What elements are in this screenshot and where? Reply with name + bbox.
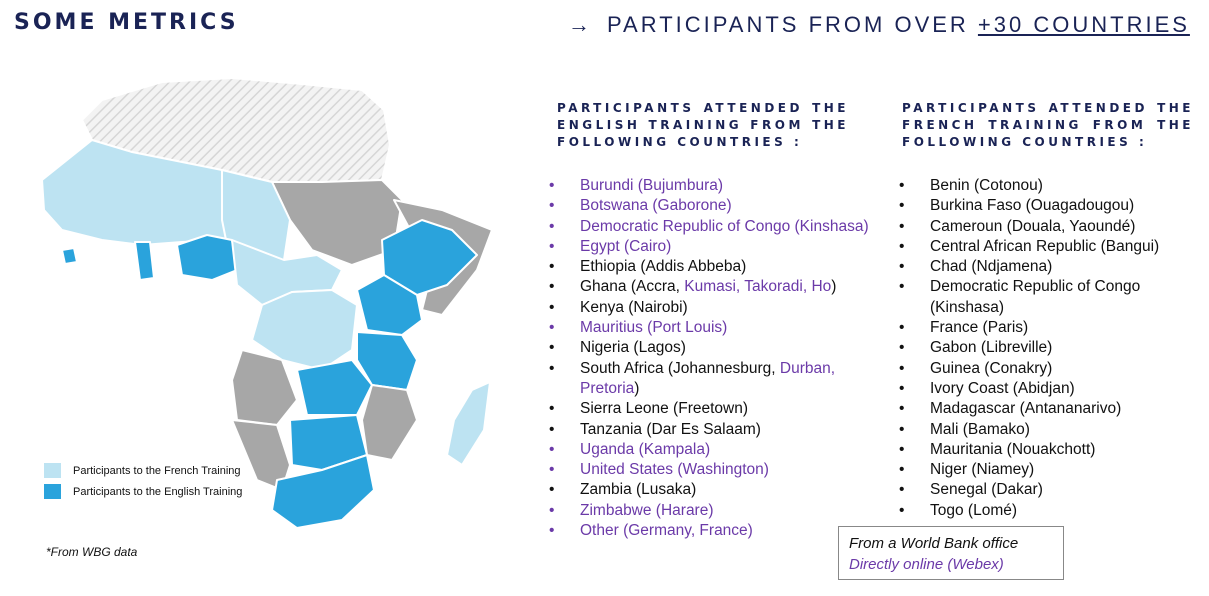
map-region-mozambique [361, 384, 418, 461]
map-region-sierra-leone [61, 247, 78, 265]
list-item: Democratic Republic of Congo (Kinshasa) [549, 217, 879, 238]
list-item: Mali (Bamako) [899, 420, 1199, 441]
list-item: Uganda (Kampala) [549, 440, 879, 461]
footnote: *From WBG data [46, 545, 138, 559]
legend-item-french: Participants to the French Training [44, 460, 242, 481]
list-item: Kenya (Nairobi) [549, 298, 879, 319]
list-item: Guinea (Conakry) [899, 359, 1199, 380]
list-item: France (Paris) [899, 318, 1199, 339]
list-item: Madagascar (Antananarivo) [899, 399, 1199, 420]
map-region-drc [251, 289, 358, 371]
list-item: Ethiopia (Addis Abbeba) [549, 257, 879, 278]
list-item: Democratic Republic of Congo (Kinshasa) [899, 277, 1199, 318]
list-item: Botswana (Gaborone) [549, 196, 879, 217]
list-item: Tanzania (Dar Es Salaam) [549, 420, 879, 441]
map-region-nigeria [176, 234, 238, 281]
list-item: Chad (Ndjamena) [899, 257, 1199, 278]
list-item: Burundi (Bujumbura) [549, 176, 879, 197]
list-item: Mauritania (Nouakchott) [899, 440, 1199, 461]
page-title: SOME METRICS [14, 10, 239, 35]
list-item: Mauritius (Port Louis) [549, 318, 879, 339]
list-item: Senegal (Dakar) [899, 480, 1199, 501]
list-item: Togo (Lomé) [899, 501, 1199, 522]
list-item: Central African Republic (Bangui) [899, 237, 1199, 258]
english-country-list: Burundi (Bujumbura)Botswana (Gaborone)De… [549, 176, 879, 542]
legend-swatch-french [44, 463, 61, 478]
legend-label-english: Participants to the English Training [73, 485, 243, 498]
list-item: Sierra Leone (Freetown) [549, 399, 879, 420]
french-column-heading: PARTICIPANTS ATTENDED THE FRENCH TRAININ… [902, 101, 1194, 149]
list-item: Ghana (Accra, Kumasi, Takoradi, Ho) [549, 277, 879, 298]
note-box: From a World Bank office Directly online… [838, 526, 1064, 580]
list-item: United States (Washington) [549, 460, 879, 481]
french-country-list: Benin (Cotonou)Burkina Faso (Ouagadougou… [899, 176, 1199, 521]
africa-map [41, 77, 493, 529]
map-legend: Participants to the French Training Part… [44, 460, 242, 502]
map-region-zambia [296, 359, 373, 416]
section-title-prefix: PARTICIPANTS FROM OVER [607, 12, 978, 37]
map-region-ghana [134, 241, 155, 281]
list-item: Gabon (Libreville) [899, 338, 1199, 359]
legend-label-french: Participants to the French Training [73, 464, 241, 477]
legend-item-english: Participants to the English Training [44, 481, 242, 502]
arrow-right-icon: → [568, 12, 593, 37]
list-item: Burkina Faso (Ouagadougou) [899, 196, 1199, 217]
list-item: Other (Germany, France) [549, 521, 879, 542]
english-column-heading: PARTICIPANTS ATTENDED THE ENGLISH TRAINI… [557, 101, 849, 149]
list-item: Nigeria (Lagos) [549, 338, 879, 359]
list-item: Zambia (Lusaka) [549, 480, 879, 501]
list-item: Ivory Coast (Abidjan) [899, 379, 1199, 400]
list-item: Egypt (Cairo) [549, 237, 879, 258]
map-region-south-africa [271, 454, 375, 529]
list-item: Benin (Cotonou) [899, 176, 1199, 197]
list-item: Niger (Niamey) [899, 460, 1199, 481]
map-region-madagascar [446, 381, 491, 466]
note-line-online: Directly online (Webex) [849, 556, 1004, 573]
note-line-office: From a World Bank office [849, 535, 1019, 552]
list-item: South Africa (Johannesburg, Durban, Pret… [549, 359, 879, 400]
section-title-highlight: +30 COUNTRIES [977, 12, 1190, 37]
map-region-kenya [356, 274, 423, 336]
list-item: Zimbabwe (Harare) [549, 501, 879, 522]
legend-swatch-english [44, 484, 61, 499]
section-title: → PARTICIPANTS FROM OVER +30 COUNTRIES [568, 12, 1190, 38]
list-item: Cameroun (Douala, Yaoundé) [899, 217, 1199, 238]
